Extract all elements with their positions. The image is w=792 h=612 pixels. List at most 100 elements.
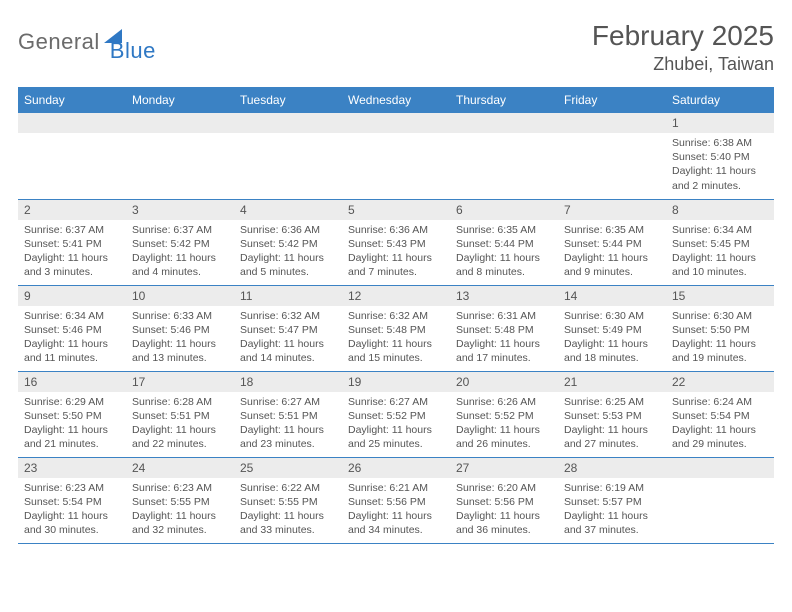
weekday-header: Friday (558, 87, 666, 113)
sunset-text: Sunset: 5:44 PM (564, 237, 660, 251)
sunset-text: Sunset: 5:56 PM (456, 495, 552, 509)
day-cell: 19Sunrise: 6:27 AMSunset: 5:52 PMDayligh… (342, 371, 450, 457)
sunset-text: Sunset: 5:44 PM (456, 237, 552, 251)
sunrise-text: Sunrise: 6:19 AM (564, 481, 660, 495)
weekday-header: Monday (126, 87, 234, 113)
day-details: Sunrise: 6:35 AMSunset: 5:44 PMDaylight:… (558, 220, 666, 284)
day-cell (342, 113, 450, 199)
daylight-text: Daylight: 11 hours and 32 minutes. (132, 509, 228, 537)
day-number (126, 113, 234, 133)
sunset-text: Sunset: 5:54 PM (24, 495, 120, 509)
sunset-text: Sunset: 5:42 PM (132, 237, 228, 251)
day-number: 1 (666, 113, 774, 133)
day-details: Sunrise: 6:37 AMSunset: 5:42 PMDaylight:… (126, 220, 234, 284)
sunrise-text: Sunrise: 6:36 AM (348, 223, 444, 237)
day-details: Sunrise: 6:32 AMSunset: 5:47 PMDaylight:… (234, 306, 342, 370)
daylight-text: Daylight: 11 hours and 4 minutes. (132, 251, 228, 279)
day-details: Sunrise: 6:30 AMSunset: 5:49 PMDaylight:… (558, 306, 666, 370)
day-cell: 13 Sunrise: 6:31 AMSunset: 5:48 PMDayligh… (450, 285, 558, 371)
day-details: Sunrise: 6:34 AMSunset: 5:46 PMDaylight:… (18, 306, 126, 370)
daylight-text: Daylight: 11 hours and 15 minutes. (348, 337, 444, 365)
calendar-week-row: 9Sunrise: 6:34 AMSunset: 5:46 PMDaylight… (18, 285, 774, 371)
sunrise-text: Sunrise: 6:32 AM (348, 309, 444, 323)
sunrise-text: Sunrise: 6:30 AM (672, 309, 768, 323)
sunset-text: Sunset: 5:56 PM (348, 495, 444, 509)
sunrise-text: Sunrise: 6:33 AM (132, 309, 228, 323)
day-number: 22 (666, 372, 774, 392)
daylight-text: Daylight: 11 hours and 5 minutes. (240, 251, 336, 279)
daylight-text: Daylight: 11 hours and 7 minutes. (348, 251, 444, 279)
day-number: 4 (234, 200, 342, 220)
day-cell (666, 457, 774, 543)
day-cell: 18Sunrise: 6:27 AMSunset: 5:51 PMDayligh… (234, 371, 342, 457)
calendar-week-row: 2Sunrise: 6:37 AMSunset: 5:41 PMDaylight… (18, 199, 774, 285)
day-number: 16 (18, 372, 126, 392)
day-number (666, 458, 774, 478)
day-details: Sunrise: 6:19 AMSunset: 5:57 PMDaylight:… (558, 478, 666, 542)
sunrise-text: Sunrise: 6:20 AM (456, 481, 552, 495)
day-details: Sunrise: 6:23 AMSunset: 5:55 PMDaylight:… (126, 478, 234, 542)
day-cell (234, 113, 342, 199)
day-cell: 15Sunrise: 6:30 AMSunset: 5:50 PMDayligh… (666, 285, 774, 371)
sunset-text: Sunset: 5:48 PM (348, 323, 444, 337)
day-number: 3 (126, 200, 234, 220)
sunrise-text: Sunrise: 6:34 AM (24, 309, 120, 323)
daylight-text: Daylight: 11 hours and 11 minutes. (24, 337, 120, 365)
sunrise-text: Sunrise: 6:23 AM (24, 481, 120, 495)
daylight-text: Daylight: 11 hours and 17 minutes. (456, 337, 552, 365)
sunset-text: Sunset: 5:53 PM (564, 409, 660, 423)
day-number: 25 (234, 458, 342, 478)
day-number: 18 (234, 372, 342, 392)
sunset-text: Sunset: 5:45 PM (672, 237, 768, 251)
sunrise-text: Sunrise: 6:30 AM (564, 309, 660, 323)
sunrise-text: Sunrise: 6:37 AM (132, 223, 228, 237)
day-number (450, 113, 558, 133)
day-number (18, 113, 126, 133)
sunset-text: Sunset: 5:50 PM (24, 409, 120, 423)
day-number (558, 113, 666, 133)
page-header: General Blue February 2025 Zhubei, Taiwa… (18, 20, 774, 75)
weekday-header: Thursday (450, 87, 558, 113)
logo-text-blue: Blue (110, 38, 156, 64)
weekday-header: Sunday (18, 87, 126, 113)
sunset-text: Sunset: 5:51 PM (132, 409, 228, 423)
day-cell: 9Sunrise: 6:34 AMSunset: 5:46 PMDaylight… (18, 285, 126, 371)
daylight-text: Daylight: 11 hours and 3 minutes. (24, 251, 120, 279)
sunrise-text: Sunrise: 6:23 AM (132, 481, 228, 495)
day-number: 13 (450, 286, 558, 306)
month-title: February 2025 (592, 20, 774, 52)
day-number: 7 (558, 200, 666, 220)
day-cell: 8Sunrise: 6:34 AMSunset: 5:45 PMDaylight… (666, 199, 774, 285)
day-number: 15 (666, 286, 774, 306)
day-number: 26 (342, 458, 450, 478)
sunset-text: Sunset: 5:48 PM (456, 323, 552, 337)
day-number: 12 (342, 286, 450, 306)
sunrise-text: Sunrise: 6:26 AM (456, 395, 552, 409)
day-number: 21 (558, 372, 666, 392)
day-number: 24 (126, 458, 234, 478)
sunrise-text: Sunrise: 6:24 AM (672, 395, 768, 409)
title-block: February 2025 Zhubei, Taiwan (592, 20, 774, 75)
sunset-text: Sunset: 5:50 PM (672, 323, 768, 337)
daylight-text: Daylight: 11 hours and 33 minutes. (240, 509, 336, 537)
day-number: 5 (342, 200, 450, 220)
sunset-text: Sunset: 5:46 PM (132, 323, 228, 337)
daylight-text: Daylight: 11 hours and 25 minutes. (348, 423, 444, 451)
day-cell: 2Sunrise: 6:37 AMSunset: 5:41 PMDaylight… (18, 199, 126, 285)
sunrise-text: Sunrise: 6:25 AM (564, 395, 660, 409)
day-number: 23 (18, 458, 126, 478)
day-details: Sunrise: 6:36 AMSunset: 5:43 PMDaylight:… (342, 220, 450, 284)
day-cell (18, 113, 126, 199)
day-number: 8 (666, 200, 774, 220)
sunset-text: Sunset: 5:54 PM (672, 409, 768, 423)
day-cell: 4Sunrise: 6:36 AMSunset: 5:42 PMDaylight… (234, 199, 342, 285)
day-details: Sunrise: 6:37 AMSunset: 5:41 PMDaylight:… (18, 220, 126, 284)
sunrise-text: Sunrise: 6:31 AM (456, 309, 552, 323)
day-details: Sunrise: 6:30 AMSunset: 5:50 PMDaylight:… (666, 306, 774, 370)
daylight-text: Daylight: 11 hours and 29 minutes. (672, 423, 768, 451)
day-details: Sunrise: 6:27 AMSunset: 5:52 PMDaylight:… (342, 392, 450, 456)
daylight-text: Daylight: 11 hours and 2 minutes. (672, 164, 768, 192)
calendar-week-row: 23Sunrise: 6:23 AMSunset: 5:54 PMDayligh… (18, 457, 774, 543)
daylight-text: Daylight: 11 hours and 22 minutes. (132, 423, 228, 451)
day-cell: 14Sunrise: 6:30 AMSunset: 5:49 PMDayligh… (558, 285, 666, 371)
